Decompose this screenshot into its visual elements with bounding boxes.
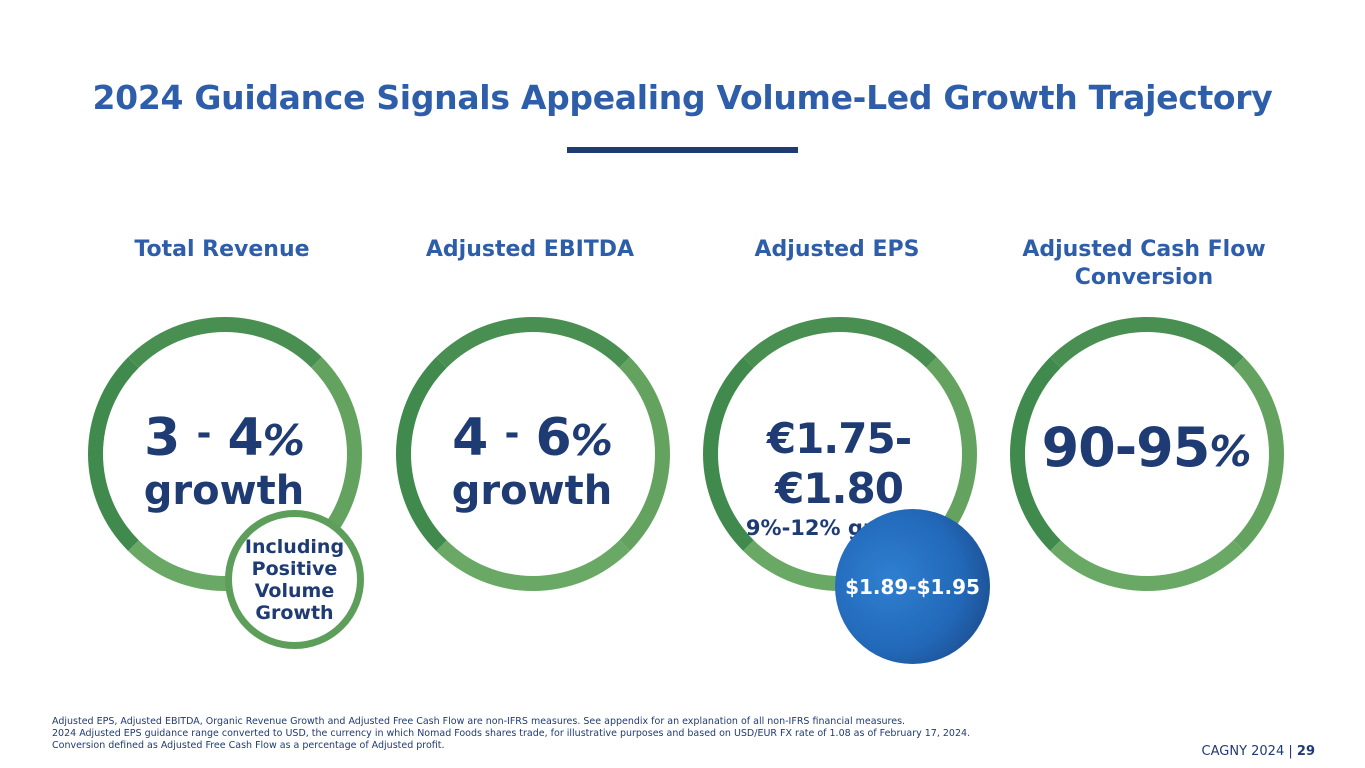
footnote-line: Adjusted EPS, Adjusted EBITDA, Organic R… [52, 716, 906, 727]
range-high: 6 [535, 408, 572, 468]
footnotes: Adjusted EPS, Adjusted EBITDA, Organic R… [52, 716, 1052, 752]
range-separator: - [504, 413, 519, 454]
label-line-1: Adjusted Cash Flow [1022, 237, 1266, 262]
eps-usd-badge: $1.89-$1.95 [835, 509, 990, 664]
volume-growth-badge: Including Positive Volume Growth [225, 510, 364, 649]
percent-sign: % [1209, 427, 1251, 476]
footnote-line: 2024 Adjusted EPS guidance range convert… [52, 728, 971, 739]
conversion-value: 90-95 [1041, 416, 1211, 479]
badge-line: Growth [255, 601, 334, 624]
label-adjusted-eps: Adjusted EPS [754, 237, 920, 262]
page-title: 2024 Guidance Signals Appealing Volume-L… [92, 78, 1273, 117]
range-low: 4 [452, 408, 488, 468]
revenue-guidance: 3 - 4% growth [94, 406, 354, 513]
event-name: CAGNY 2024 [1201, 744, 1285, 759]
percent-sign: % [262, 416, 305, 465]
growth-text: growth [143, 468, 305, 514]
footnote-line: Conversion defined as Adjusted Free Cash… [52, 740, 445, 751]
label-adjusted-cash-flow-conversion: Adjusted Cash Flow Conversion [984, 236, 1304, 292]
range-high: 4 [227, 408, 264, 468]
badge-line: Positive [251, 557, 338, 580]
range-low: 3 [144, 408, 180, 468]
eps-usd-range: $1.89-$1.95 [845, 574, 980, 599]
page-footer: CAGNY 2024 | 29 [1170, 744, 1315, 759]
revenue-range: 3 - 4% [94, 406, 354, 469]
eps-range: €1.75-€1.80 [766, 414, 912, 513]
badge-line: Including [244, 535, 345, 558]
label-total-revenue: Total Revenue [134, 237, 310, 262]
cash-conversion-guidance: 90-95% [1016, 420, 1276, 480]
growth-text: growth [451, 468, 613, 514]
range-separator: - [196, 413, 211, 454]
conversion-range: 90-95% [1016, 420, 1276, 480]
label-adjusted-ebitda: Adjusted EBITDA [425, 237, 635, 262]
page-number: 29 [1296, 744, 1315, 759]
badge-line: Volume [254, 579, 335, 602]
footer-separator: | [1288, 744, 1293, 759]
ebitda-guidance: 4 - 6% growth [402, 406, 662, 513]
title-underline [567, 147, 798, 153]
percent-sign: % [570, 416, 613, 465]
label-line-2: Conversion [1074, 265, 1214, 290]
ebitda-range: 4 - 6% [402, 406, 662, 469]
